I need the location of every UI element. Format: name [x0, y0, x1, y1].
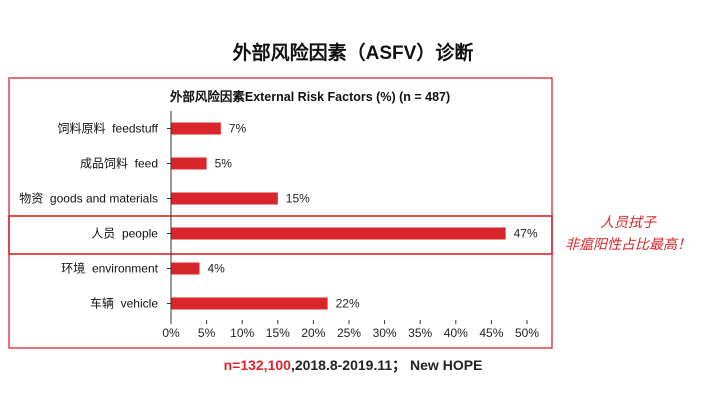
- category-label: 车辆 vehicle: [90, 296, 158, 311]
- footer-source: ,2018.8-2019.11； New HOPE: [290, 357, 483, 373]
- bar: [171, 297, 328, 310]
- annotation: 人员拭子 非瘟阳性占比最高！: [553, 211, 703, 255]
- annotation-line-1: 人员拭子: [600, 214, 656, 230]
- footer-sample-size: n=132,100: [223, 357, 291, 373]
- value-label: 22%: [336, 297, 360, 311]
- annotation-line-2: 非瘟阳性占比最高！: [565, 236, 691, 252]
- x-tick-label: 25%: [337, 326, 361, 340]
- chart-frame: [8, 77, 553, 349]
- x-tick-label: 0%: [162, 326, 180, 340]
- footer-note: n=132,100,2018.8-2019.11； New HOPE: [0, 355, 706, 375]
- category-label: 环境 environment: [61, 261, 158, 276]
- x-tick-label: 15%: [266, 326, 290, 340]
- value-label: 5%: [215, 157, 233, 171]
- category-label: 物资 goods and materials: [19, 192, 158, 206]
- value-label: 15%: [286, 192, 310, 206]
- value-label: 47%: [514, 227, 538, 241]
- bar: [171, 227, 506, 240]
- x-tick-label: 40%: [444, 326, 468, 340]
- bar: [171, 157, 207, 170]
- x-tick-label: 45%: [479, 326, 503, 340]
- x-tick-label: 35%: [408, 326, 432, 340]
- value-label: 4%: [207, 262, 225, 276]
- x-tick-label: 20%: [301, 326, 325, 340]
- slide-title: 外部风险因素（ASFV）诊断: [232, 43, 474, 64]
- category-label: 成品饲料 feed: [80, 157, 158, 171]
- bar: [171, 122, 221, 135]
- category-label: 饲料原料 feedstuff: [58, 122, 159, 136]
- x-tick-label: 10%: [230, 326, 254, 340]
- x-tick-label: 30%: [373, 326, 397, 340]
- highlight-frame: [8, 215, 553, 255]
- value-label: 7%: [229, 122, 247, 136]
- bar: [171, 192, 278, 205]
- chart-title: 外部风险因素External Risk Factors (%) (n = 487…: [169, 89, 450, 104]
- x-tick-label: 50%: [515, 326, 539, 340]
- bar: [171, 262, 200, 275]
- x-tick-label: 5%: [198, 326, 216, 340]
- category-label: 人员 people: [91, 227, 158, 241]
